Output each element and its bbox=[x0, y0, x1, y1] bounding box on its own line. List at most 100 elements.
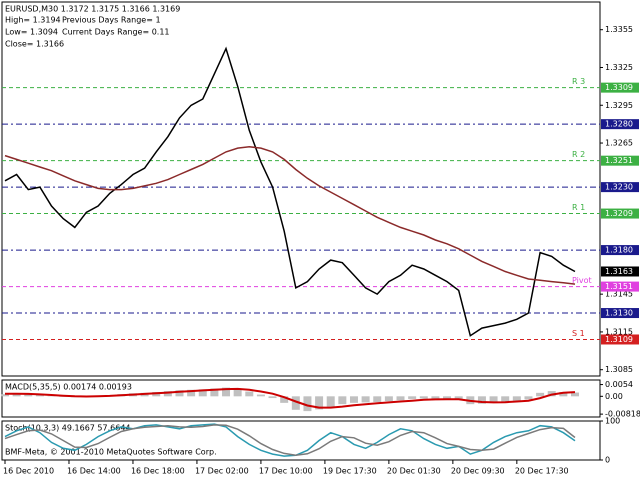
price-line bbox=[4, 46, 576, 337]
macd-bar bbox=[187, 389, 196, 397]
pivot-level-box bbox=[601, 155, 639, 166]
pivot-level-value: 1.3151 bbox=[605, 282, 633, 291]
macd-bar bbox=[396, 396, 405, 401]
macd-bar bbox=[489, 396, 498, 403]
macd-bar bbox=[477, 396, 486, 404]
prev-range-info: Previous Days Range= 1 bbox=[62, 16, 161, 25]
y-tick-label: 1.3295 bbox=[605, 101, 633, 110]
macd-bar bbox=[349, 396, 358, 403]
macd-bar bbox=[501, 396, 510, 402]
macd-bar bbox=[443, 396, 452, 399]
signal-line bbox=[5, 387, 576, 409]
macd-bar bbox=[268, 396, 277, 399]
x-tick-label: 17 Dec 02:00 bbox=[195, 467, 249, 476]
main-panel bbox=[1, 1, 601, 377]
y-tick-label: 1.3265 bbox=[605, 139, 633, 148]
macd-bar bbox=[536, 392, 545, 397]
macd-title: MACD(5,35,5) 0.00174 0.00193 bbox=[5, 383, 132, 392]
current-price-box bbox=[601, 266, 639, 277]
grid-level-label: 1.3130 bbox=[605, 309, 633, 318]
y-tick-label: 0.0054 bbox=[605, 380, 633, 389]
x-tick-label: 19 Dec 17:30 bbox=[323, 467, 377, 476]
pivot-level-box bbox=[601, 281, 639, 292]
price-line bbox=[4, 146, 576, 285]
macd-bar bbox=[245, 391, 254, 397]
x-tick-label: 20 Dec 01:30 bbox=[387, 467, 441, 476]
macd-bar bbox=[24, 394, 33, 397]
current-price: 1.3163 bbox=[605, 267, 633, 276]
macd-bar bbox=[291, 396, 300, 410]
macd-bar bbox=[303, 396, 312, 412]
y-tick-label: 100 bbox=[605, 417, 620, 426]
macd-bar bbox=[512, 396, 521, 401]
x-tick-label: 20 Dec 09:30 bbox=[451, 467, 505, 476]
x-tick-label: 16 Dec 14:00 bbox=[67, 467, 121, 476]
macd-bar bbox=[198, 389, 207, 397]
grid-level-label: 1.3230 bbox=[605, 183, 633, 192]
macd-bar bbox=[210, 388, 219, 397]
y-tick-label: 0.00 bbox=[605, 392, 623, 401]
pivot-level-box bbox=[601, 334, 639, 345]
price-line bbox=[4, 424, 576, 457]
grid-level-box bbox=[601, 119, 639, 130]
macd-bar bbox=[1, 394, 9, 397]
cur-range-info: Current Days Range= 0.11 bbox=[62, 28, 170, 37]
macd-bar bbox=[361, 396, 370, 403]
y-tick-label: 1.3355 bbox=[605, 25, 633, 34]
low-info: Low= 1.3094 bbox=[5, 28, 58, 37]
grid-level-box bbox=[601, 308, 639, 319]
y-tick-label: 1.3325 bbox=[605, 63, 633, 72]
macd-bar bbox=[12, 393, 21, 397]
macd-bar bbox=[338, 396, 347, 405]
macd-bar bbox=[233, 388, 242, 397]
pivot-level-name: Pivot bbox=[572, 276, 592, 285]
macd-bar bbox=[373, 396, 382, 402]
close-info: Close= 1.3166 bbox=[5, 40, 64, 49]
macd-bar bbox=[222, 387, 231, 397]
grid-level-box bbox=[601, 245, 639, 256]
pivot-level-name: R 1 bbox=[572, 203, 585, 212]
pivot-level-value: 1.3251 bbox=[605, 156, 633, 165]
y-tick-label: 1.3115 bbox=[605, 327, 633, 336]
grid-level-label: 1.3180 bbox=[605, 246, 633, 255]
macd-bar bbox=[175, 390, 184, 397]
pivot-level-name: R 2 bbox=[572, 150, 585, 159]
macd-bar bbox=[163, 391, 172, 397]
macd-bar bbox=[571, 392, 579, 397]
pivot-level-value: 1.3209 bbox=[605, 209, 633, 218]
grid-level-label: 1.3280 bbox=[605, 120, 633, 129]
macd-bar bbox=[280, 396, 289, 403]
copyright: BMF-Meta, © 2001-2010 MetaQuotes Softwar… bbox=[5, 448, 217, 457]
macd-bar bbox=[454, 396, 463, 400]
pivot-level-value: 1.3309 bbox=[605, 83, 633, 92]
grid-level-box bbox=[601, 182, 639, 193]
macd-bar bbox=[408, 396, 417, 399]
macd-panel bbox=[1, 379, 601, 418]
x-tick-label: 16 Dec 18:00 bbox=[131, 467, 185, 476]
macd-bar bbox=[35, 395, 44, 397]
stoch-panel bbox=[1, 420, 601, 461]
high-info: High= 1.3194 bbox=[5, 16, 61, 25]
macd-bar bbox=[315, 396, 324, 410]
symbol-info: EURUSD,M30 1.3172 1.3175 1.3166 1.3169 bbox=[5, 5, 180, 14]
macd-bar bbox=[431, 396, 440, 399]
x-tick-label: 17 Dec 10:00 bbox=[259, 467, 313, 476]
price-line bbox=[4, 423, 576, 457]
x-tick-label: 16 Dec 2010 bbox=[3, 467, 54, 476]
macd-bar bbox=[326, 396, 335, 407]
pivot-level-box bbox=[601, 82, 639, 93]
pivot-level-box bbox=[601, 208, 639, 219]
macd-bar bbox=[419, 396, 428, 399]
pivot-level-name: S 1 bbox=[572, 329, 585, 338]
macd-bar bbox=[559, 391, 568, 397]
y-tick-label: 0 bbox=[605, 456, 610, 465]
macd-bar bbox=[524, 396, 533, 400]
pivot-level-value: 1.3109 bbox=[605, 335, 633, 344]
macd-bar bbox=[256, 394, 265, 397]
macd-bar bbox=[384, 396, 393, 402]
y-tick-label: -0.00818 bbox=[605, 410, 640, 419]
x-tick-label: 20 Dec 17:30 bbox=[515, 467, 569, 476]
stoch-title: Stoch(10,3,3) 49.1667 57.6644 bbox=[5, 424, 131, 433]
